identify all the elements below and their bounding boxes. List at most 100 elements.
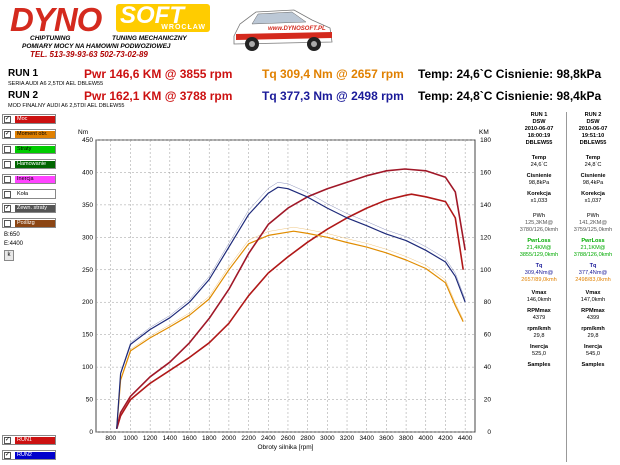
y-right-tick-label: 140: [480, 202, 491, 209]
run-checkbox[interactable]: ✓: [4, 437, 11, 444]
tagline-second: POMIARY MOCY NA HAMOWNI PODWOZIOWEJ: [22, 43, 171, 50]
x-tick-label: 4400: [458, 435, 473, 442]
stats-vmax_label: Vmax: [585, 290, 601, 296]
curve-toggle-label: Straty: [17, 146, 32, 152]
curve-toggle-5[interactable]: Inercja: [2, 174, 56, 184]
stats-rpmkmh_label: rpm/kmh: [527, 326, 551, 332]
x-tick-label: 1400: [163, 435, 178, 442]
k-button[interactable]: k: [4, 250, 14, 261]
stats-tq2: 2657/89,0kmh: [521, 277, 557, 283]
stats-pwh_label: PWh: [586, 213, 600, 219]
x-tick-label: 3000: [320, 435, 335, 442]
run-toggle-1[interactable]: ✓ RUN1: [2, 435, 56, 445]
run1-description: SERIA AUDI A6 2,5TDI AEL DBLEW55: [8, 81, 104, 87]
stats-inercja: 545,0: [586, 351, 600, 357]
stats-pwrloss2: 3788/126,0kmh: [573, 252, 613, 258]
curve-checkbox[interactable]: ✓: [4, 116, 11, 123]
stats-temp_label: Temp: [531, 155, 547, 161]
run1-label: RUN 1: [8, 68, 39, 79]
y-left-tick-label: 250: [82, 267, 93, 274]
stats-rpmmax: 4379: [532, 315, 546, 321]
curve-color-swatch: [15, 220, 55, 227]
logo-soft-badge: SOFT WROCŁAW: [116, 4, 210, 32]
y-right-tick-label: 80: [484, 299, 492, 306]
stats-press_label: Cisnienie: [526, 173, 552, 179]
curve-toggle-4[interactable]: Hamowanie: [2, 159, 56, 169]
curve-checkbox[interactable]: [4, 220, 11, 227]
stats-pwh2: 3759/125,0kmh: [573, 227, 613, 233]
curve-checkbox[interactable]: [4, 146, 11, 153]
brand-logo: DYNO SOFT WROCŁAW: [6, 2, 210, 38]
x-tick-label: 2000: [222, 435, 237, 442]
stats-column-run1: RUN 1 DSW 2010-06-07 18:00:19 DBLEW55 Temp 24,…: [514, 112, 564, 369]
run2-environment: Temp: 24,8`C Cisnienie: 98,4kPa: [418, 89, 602, 103]
stats-pwrloss_label: PwrLoss: [581, 238, 605, 244]
stats-panel: RUN 1 DSW 2010-06-07 18:00:19 DBLEW55 Temp 24,…: [513, 112, 620, 465]
curve-toggle-8[interactable]: Poślizg: [2, 218, 56, 228]
run-toggle-label: RUN2: [17, 452, 32, 458]
plot-area: [95, 139, 476, 433]
phone-numbers: TEL. 513-39-93-63 502-73-02-89: [30, 50, 148, 59]
y-right-tick-label: 20: [484, 397, 492, 404]
curve-toggle-7[interactable]: ✓ Zewn. straty: [2, 203, 56, 213]
curve-color-swatch: [15, 116, 55, 123]
stats-pwh1: 125,3KM@: [524, 220, 554, 226]
run-color-swatch: [15, 452, 55, 459]
curve-toggle-label: Poślizg: [17, 220, 35, 226]
stats-header-4: DBLEW55: [525, 140, 553, 146]
stats-pwh_label: PWh: [532, 213, 546, 219]
x-tick-label: 3200: [340, 435, 355, 442]
stats-pwrloss1: 21,1KM@: [580, 245, 606, 251]
curve-toggle-label: Hamowanie: [17, 161, 47, 167]
curve-checkbox[interactable]: ✓: [4, 131, 11, 138]
curve-toggle-2[interactable]: ✓ Moment obr.: [2, 129, 56, 139]
stats-header-0: RUN 1: [530, 112, 548, 118]
stats-rpmmax_label: RPMmax: [581, 308, 605, 314]
y-left-tick-label: 100: [82, 364, 93, 371]
stats-tq1: 309,4Nm@: [524, 270, 554, 276]
stats-inercja_label: Inercja: [583, 344, 603, 350]
curve-color-swatch: [15, 205, 55, 212]
stats-temp: 24,6`C: [530, 162, 548, 168]
x-tick-label: 3400: [359, 435, 374, 442]
stats-rpmkmh: 29,8: [587, 333, 599, 339]
y-right-tick-label: 40: [484, 364, 492, 371]
logo-soft-text: SOFT: [120, 2, 184, 29]
run-toggle-label: RUN1: [17, 437, 32, 443]
x-tick-label: 4200: [438, 435, 453, 442]
stats-pwrloss_label: PwrLoss: [527, 238, 551, 244]
run-checkbox[interactable]: ✓: [4, 452, 11, 459]
stats-header-2: 2010-06-07: [524, 126, 554, 132]
tagline-right: TUNING MECHANICZNY: [112, 35, 187, 42]
curve-checkbox[interactable]: ✓: [4, 205, 11, 212]
stats-korekcja: x1,033: [530, 198, 548, 204]
stats-korekcja_label: Korekcja: [581, 191, 605, 197]
curve-checkbox[interactable]: [4, 191, 11, 198]
car-image: www.DYNOSOFT.PL: [233, 9, 333, 51]
series-companion-2: [116, 226, 464, 429]
stats-samples_label: Samples: [581, 362, 605, 368]
tagline-left: CHIPTUNING: [30, 35, 71, 42]
curve-toggle-1[interactable]: ✓ Moc: [2, 114, 56, 124]
curve-checkbox[interactable]: [4, 176, 11, 183]
x-tick-label: 1800: [202, 435, 217, 442]
stats-temp: 24,8`C: [584, 162, 602, 168]
curve-checkbox[interactable]: [4, 161, 11, 168]
y-left-tick-label: 200: [82, 299, 93, 306]
run2-torque: Tq 377,3 Nm @ 2498 rpm: [262, 89, 404, 103]
stats-press_label: Cisnienie: [580, 173, 606, 179]
curve-toggle-6[interactable]: Koła: [2, 189, 56, 199]
car-side-text: www.DYNOSOFT.PL: [268, 26, 326, 32]
stats-vmax: 146,0kmh: [526, 297, 552, 303]
run-toggle-2[interactable]: ✓ RUN2: [2, 450, 56, 460]
stats-press: 98,8kPa: [528, 180, 550, 186]
y-left-tick-label: 0: [89, 429, 93, 436]
y-right-tick-label: 60: [484, 332, 492, 339]
x-tick-label: 1000: [123, 435, 138, 442]
stats-korekcja: x1,037: [584, 198, 602, 204]
stats-pwrloss1: 21,4KM@: [526, 245, 552, 251]
curve-toggle-3[interactable]: Straty: [2, 144, 56, 154]
stats-samples_label: Samples: [527, 362, 551, 368]
y-right-tick-label: 120: [480, 234, 491, 241]
y-left-tick-label: 50: [86, 397, 94, 404]
